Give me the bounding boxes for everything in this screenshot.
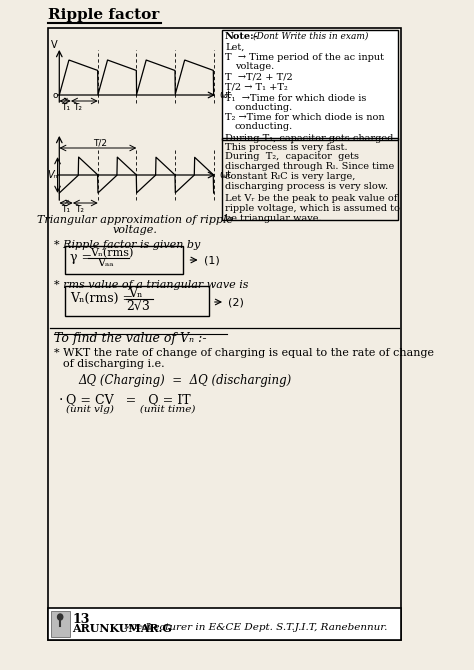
- Text: To find the value of Vₙ :-: To find the value of Vₙ :-: [54, 332, 207, 345]
- Text: conducting.: conducting.: [235, 122, 293, 131]
- Text: T₁: T₁: [61, 205, 70, 214]
- Text: T/2 → T₁ +T₂: T/2 → T₁ +T₂: [225, 82, 288, 91]
- Text: (Dont Write this in exam): (Dont Write this in exam): [253, 32, 368, 41]
- Text: voltage.: voltage.: [235, 62, 274, 71]
- Text: This process is very fast.: This process is very fast.: [225, 143, 347, 152]
- Circle shape: [57, 614, 63, 620]
- Bar: [65, 246, 183, 274]
- Text: Vₐₐ: Vₐₐ: [97, 258, 113, 268]
- Text: * WKT the rate of change of charging is equal to the rate of change: * WKT the rate of change of charging is …: [54, 348, 434, 358]
- Text: ×: ×: [63, 199, 69, 205]
- Text: voltage.: voltage.: [113, 225, 157, 235]
- Text: Q = CV   =   Q = IT: Q = CV = Q = IT: [66, 393, 191, 406]
- Text: T₂ →Time for which diode is non: T₂ →Time for which diode is non: [225, 113, 384, 122]
- Text: ⋅: ⋅: [58, 393, 63, 407]
- Text: Vₙ: Vₙ: [128, 287, 143, 299]
- Text: o: o: [52, 90, 58, 100]
- Text: V: V: [51, 40, 57, 50]
- Bar: [65, 286, 209, 316]
- Text: (2): (2): [228, 297, 244, 307]
- Text: 2√3: 2√3: [127, 299, 150, 312]
- Text: ARUNKUMAR.G: ARUNKUMAR.G: [73, 623, 172, 634]
- Text: Let,: Let,: [225, 43, 244, 52]
- Text: Vₙ: Vₙ: [47, 170, 57, 180]
- Text: ωt: ωt: [220, 170, 232, 180]
- Text: * rms value of a triangular wave is: * rms value of a triangular wave is: [54, 280, 248, 290]
- Text: constant RₗC is very large,: constant RₗC is very large,: [225, 172, 356, 181]
- Text: T₁: T₁: [61, 103, 70, 112]
- Text: Let Vᵣ be the peak to peak value of: Let Vᵣ be the peak to peak value of: [225, 194, 397, 203]
- Text: Vₙ(rms) =: Vₙ(rms) =: [70, 291, 137, 304]
- Text: discharged through Rₗ. Since time: discharged through Rₗ. Since time: [225, 162, 394, 171]
- Text: ΔQ (Charging)  =  ΔQ (discharging): ΔQ (Charging) = ΔQ (discharging): [79, 374, 292, 387]
- Bar: [48, 608, 401, 640]
- Text: be triangular wave.: be triangular wave.: [225, 214, 321, 223]
- Text: γ =: γ =: [70, 251, 96, 263]
- Text: During  T₂,  capacitor  gets: During T₂, capacitor gets: [225, 152, 359, 161]
- Text: T/2: T/2: [92, 138, 107, 147]
- Text: During T₁, capacitor gets charged.: During T₁, capacitor gets charged.: [225, 134, 396, 143]
- Text: ωt: ωt: [220, 90, 232, 100]
- Bar: [51, 611, 70, 637]
- Text: T₁  →Time for which diode is: T₁ →Time for which diode is: [225, 94, 366, 103]
- Text: T₂: T₂: [75, 205, 84, 214]
- Text: (1): (1): [204, 255, 220, 265]
- Text: (unit vlg)        (unit time): (unit vlg) (unit time): [66, 405, 196, 414]
- Text: T₂: T₂: [73, 103, 82, 112]
- Text: Lecturer in E&CE Dept. S.T.J.I.T, Ranebennur.: Lecturer in E&CE Dept. S.T.J.I.T, Ranebe…: [139, 623, 387, 632]
- Text: discharging process is very slow.: discharging process is very slow.: [225, 182, 388, 191]
- Text: ×: ×: [62, 97, 68, 103]
- Text: T  →T/2 + T/2: T →T/2 + T/2: [225, 72, 293, 81]
- Text: 13: 13: [73, 613, 90, 626]
- Text: Vₙ(rms): Vₙ(rms): [90, 248, 133, 258]
- Text: Ripple factor: Ripple factor: [48, 8, 159, 22]
- Text: * Ripple factor is given by: * Ripple factor is given by: [54, 240, 201, 250]
- Bar: [48, 28, 401, 640]
- Text: conducting.: conducting.: [235, 103, 293, 112]
- Text: ripple voltage, which is assumed to: ripple voltage, which is assumed to: [225, 204, 400, 213]
- Bar: [222, 138, 399, 220]
- Text: M.Tech.: M.Tech.: [124, 623, 155, 631]
- Bar: [222, 30, 399, 140]
- Text: Triangular approximation of ripple: Triangular approximation of ripple: [37, 215, 233, 225]
- Text: Note:-: Note:-: [225, 32, 259, 41]
- Text: T  → Time period of the ac input: T → Time period of the ac input: [225, 53, 384, 62]
- Text: of discharging i.e.: of discharging i.e.: [63, 359, 164, 369]
